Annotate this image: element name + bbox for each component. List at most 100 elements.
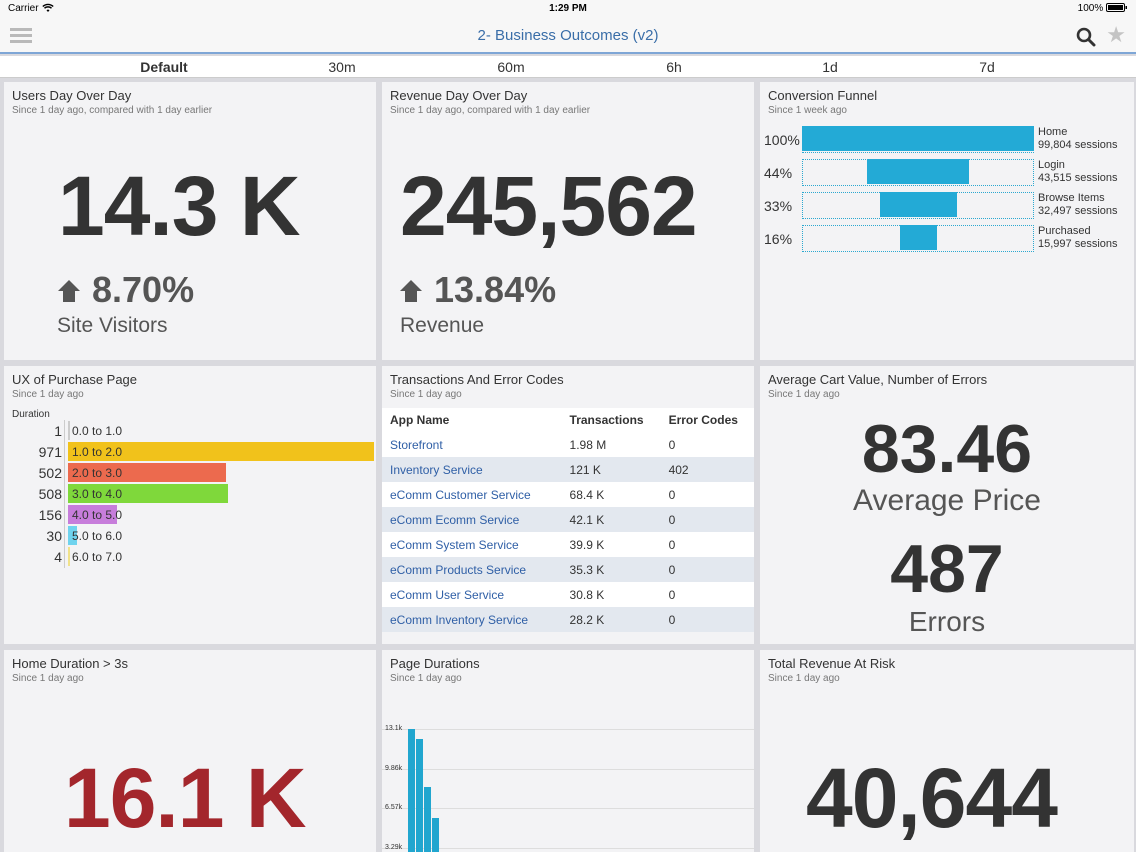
funnel-step-sessions: 43,515 sessions bbox=[1038, 172, 1118, 184]
error-codes-cell: 0 bbox=[660, 507, 754, 532]
funnel-label: Home 99,804 sessions bbox=[1038, 126, 1118, 152]
time-range-bar: Default 30m 60m 6h 1d 7d bbox=[0, 56, 1136, 78]
errors-caption: Errors bbox=[908, 606, 986, 637]
tile-ux-purchase-page[interactable]: UX of Purchase Page Since 1 day ago Dura… bbox=[4, 366, 376, 644]
star-icon[interactable]: ★ bbox=[1106, 22, 1126, 47]
transactions-cell: 1.98 M bbox=[561, 432, 661, 457]
funnel-step-sessions: 99,804 sessions bbox=[1038, 139, 1118, 151]
duration-bucket-bar bbox=[68, 442, 374, 461]
funnel-percent: 44% bbox=[764, 165, 793, 181]
transactions-cell: 28.2 K bbox=[561, 607, 661, 632]
menu-icon[interactable] bbox=[10, 28, 32, 44]
clock: 1:29 PM bbox=[549, 3, 587, 14]
app-name-cell[interactable]: eComm Ecomm Service bbox=[382, 507, 562, 532]
funnel-label: Login 43,515 sessions bbox=[1038, 159, 1118, 185]
bucket-range: 2.0 to 3.0 bbox=[72, 466, 123, 480]
time-range-default[interactable]: Default bbox=[140, 59, 188, 75]
error-codes-cell: 0 bbox=[660, 482, 754, 507]
metric-delta: 8.70% bbox=[56, 269, 194, 311]
tile-revenue-day-over-day[interactable]: Revenue Day Over Day Since 1 day ago, co… bbox=[382, 82, 754, 360]
funnel-step-sessions: 15,997 sessions bbox=[1038, 238, 1118, 250]
funnel-percent: 100% bbox=[764, 132, 800, 148]
transactions-cell: 68.4 K bbox=[561, 482, 661, 507]
bucket-range: 5.0 to 6.0 bbox=[72, 529, 123, 543]
app-name-cell[interactable]: Storefront bbox=[382, 432, 562, 457]
page-durations-chart: 13.1k 9.86k 6.57k 3.29k bbox=[382, 650, 754, 852]
tile-subtitle: Since 1 day ago bbox=[390, 673, 462, 684]
duration-bar bbox=[432, 817, 439, 852]
status-bar: Carrier 1:29 PM 100% bbox=[0, 0, 1136, 18]
tile-title: Transactions And Error Codes bbox=[390, 372, 564, 387]
delta-value: 8.70% bbox=[92, 269, 195, 310]
y-tick-label: 6.57k bbox=[385, 804, 403, 811]
metric-value: 16.1 K bbox=[64, 751, 306, 845]
funnel-step: 16% Purchased 15,997 sessions bbox=[760, 225, 1134, 253]
error-codes-cell: 402 bbox=[660, 457, 754, 482]
time-range-60m[interactable]: 60m bbox=[497, 59, 525, 75]
average-price-value: 83.46 bbox=[861, 411, 1033, 487]
funnel-step: 100% Home 99,804 sessions bbox=[760, 126, 1134, 154]
funnel-label: Browse Items 32,497 sessions bbox=[1038, 192, 1118, 218]
time-range-6h[interactable]: 6h bbox=[666, 59, 682, 75]
metric-value: 245,562 bbox=[400, 159, 698, 253]
app-name-cell[interactable]: eComm System Service bbox=[382, 532, 562, 557]
arrow-up-icon bbox=[58, 280, 80, 302]
bucket-range: 1.0 to 2.0 bbox=[72, 445, 123, 459]
app-name-cell[interactable]: Inventory Service bbox=[382, 457, 562, 482]
column-header-app-name[interactable]: App Name bbox=[382, 408, 562, 432]
app-name-cell[interactable]: eComm User Service bbox=[382, 582, 562, 607]
duration-bar bbox=[416, 738, 423, 852]
duration-bar bbox=[424, 786, 431, 852]
bucket-count: 502 bbox=[38, 465, 62, 481]
metric-value: 14.3 K bbox=[58, 159, 300, 253]
tile-subtitle: Since 1 week ago bbox=[768, 105, 847, 116]
transactions-cell: 42.1 K bbox=[561, 507, 661, 532]
duration-bucket-bar bbox=[68, 463, 226, 482]
tile-home-duration[interactable]: Home Duration > 3s Since 1 day ago 16.1 … bbox=[4, 650, 376, 852]
duration-bucket-bar bbox=[68, 547, 70, 566]
bucket-count: 971 bbox=[38, 444, 62, 460]
search-icon[interactable] bbox=[1076, 27, 1096, 47]
duration-bucket-row: 4 6.0 to 7.0 bbox=[4, 547, 376, 568]
app-name-cell[interactable]: eComm Customer Service bbox=[382, 482, 562, 507]
grid-line bbox=[382, 847, 754, 849]
funnel-step-name: Home bbox=[1038, 126, 1068, 138]
metric-value: 40,644 bbox=[806, 751, 1058, 845]
duration-bucket-bar bbox=[68, 421, 70, 440]
tile-title: Page Durations bbox=[390, 656, 480, 671]
bucket-range: 4.0 to 5.0 bbox=[72, 508, 123, 522]
time-range-7d[interactable]: 7d bbox=[979, 59, 995, 75]
column-header-error-codes[interactable]: Error Codes bbox=[660, 408, 754, 432]
app-name-cell[interactable]: eComm Products Service bbox=[382, 557, 562, 582]
time-range-30m[interactable]: 30m bbox=[328, 59, 356, 75]
tile-total-revenue-at-risk[interactable]: Total Revenue At Risk Since 1 day ago 40… bbox=[760, 650, 1134, 852]
tile-average-cart-value[interactable]: Average Cart Value, Number of Errors Sin… bbox=[760, 366, 1134, 644]
error-codes-cell: 0 bbox=[660, 582, 754, 607]
column-header-transactions[interactable]: Transactions bbox=[561, 408, 661, 432]
bucket-count: 156 bbox=[38, 507, 62, 523]
grid-line bbox=[382, 729, 754, 730]
tile-conversion-funnel[interactable]: Conversion Funnel Since 1 week ago 100% H… bbox=[760, 82, 1134, 360]
y-tick-label: 9.86k bbox=[385, 764, 403, 772]
funnel-bar bbox=[867, 159, 969, 184]
metric-caption: Site Visitors bbox=[57, 314, 168, 337]
funnel-percent: 16% bbox=[764, 231, 793, 247]
tile-page-durations[interactable]: Page Durations Since 1 day ago 13.1k 9.86… bbox=[382, 650, 754, 852]
bucket-count: 4 bbox=[54, 549, 62, 565]
app-name-cell[interactable]: eComm Inventory Service bbox=[382, 607, 562, 632]
axis-line bbox=[64, 420, 65, 568]
tile-transactions-error-codes[interactable]: Transactions And Error Codes Since 1 day… bbox=[382, 366, 754, 644]
tile-users-day-over-day[interactable]: Users Day Over Day Since 1 day ago, comp… bbox=[4, 82, 376, 360]
tile-subtitle: Since 1 day ago bbox=[12, 389, 84, 400]
table-row[interactable]: Inventory Service 121 K 402 bbox=[382, 457, 754, 482]
error-codes-cell: 0 bbox=[660, 557, 754, 582]
time-range-1d[interactable]: 1d bbox=[822, 59, 838, 75]
duration-bucket-bar bbox=[68, 505, 117, 524]
